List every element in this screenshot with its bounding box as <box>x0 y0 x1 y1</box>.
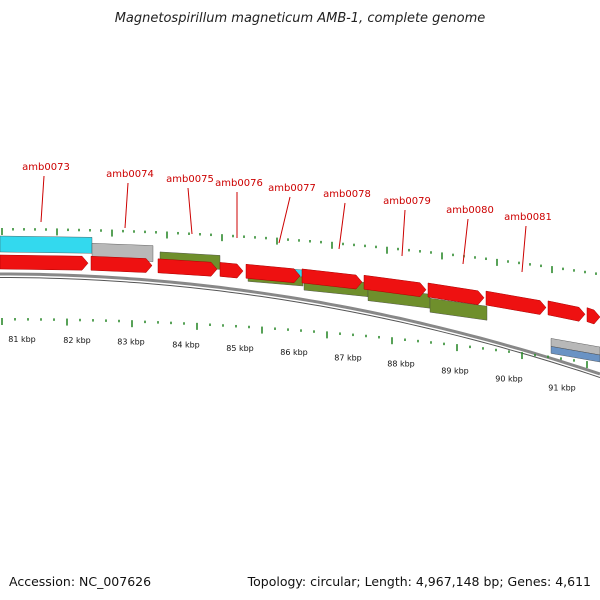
gene-labels: amb0073 amb0074 amb0075 amb0076 amb0077 amb00… <box>22 162 552 273</box>
olive-feature <box>429 298 488 321</box>
kbp-label: 86 kbp <box>280 348 308 357</box>
cds-arrow <box>0 254 89 271</box>
gene-leader-line <box>338 202 346 250</box>
gene-leader-line <box>401 209 406 257</box>
blue-feature <box>550 346 600 363</box>
gene-label: amb0081 <box>504 212 552 223</box>
cds-arrow <box>427 282 485 306</box>
kbp-label: 89 kbp <box>441 367 469 376</box>
gene-label: amb0078 <box>323 189 371 200</box>
cds-arrow <box>301 268 363 290</box>
kbp-label: 82 kbp <box>63 336 91 345</box>
kbp-label: 90 kbp <box>495 375 523 384</box>
cyan-feature <box>0 235 93 254</box>
kbp-label: 87 kbp <box>334 354 362 363</box>
cds-arrow <box>90 256 153 273</box>
backbone-line <box>0 272 600 376</box>
kbp-label: 81 kbp <box>8 335 36 344</box>
gene-leader-line <box>521 225 527 273</box>
gene-label: amb0080 <box>446 205 494 216</box>
cds-arrow <box>547 300 586 322</box>
accession-text: Accession: NC_007626 <box>9 574 151 589</box>
kbp-label: 84 kbp <box>172 340 200 349</box>
gene-leader-line <box>462 218 469 265</box>
gene-leader-line <box>40 175 45 223</box>
gene-leader-line <box>124 182 129 229</box>
gene-label: amb0074 <box>106 169 154 180</box>
cds-arrow <box>157 258 218 277</box>
grey-feature <box>550 338 600 356</box>
map-title: Magnetospirillum magneticum AMB-1, compl… <box>115 11 486 26</box>
gc-skew-ticks <box>1 228 597 369</box>
backbone-shadow <box>0 277 600 378</box>
gene-label: amb0079 <box>383 196 431 207</box>
cds-arrow <box>219 262 244 279</box>
cds-arrow <box>586 307 600 325</box>
cds-arrow <box>485 290 547 315</box>
kbp-label: 88 kbp <box>387 360 415 369</box>
gene-label: amb0077 <box>268 183 316 194</box>
gene-label: amb0075 <box>166 174 214 185</box>
gene-label: amb0073 <box>22 162 70 173</box>
kbp-label: 91 kbp <box>548 383 576 392</box>
kbp-label: 83 kbp <box>117 338 145 347</box>
cds-arrow <box>363 274 427 297</box>
topology-text: Topology: circular; Length: 4,967,148 bp… <box>247 574 591 589</box>
gene-label: amb0076 <box>215 178 263 189</box>
kbp-scale: 81 kbp 82 kbp 83 kbp 84 kbp 85 kbp 86 kbp 87 k… <box>8 335 576 392</box>
kbp-label: 85 kbp <box>226 344 254 353</box>
gene-leader-line <box>187 187 193 235</box>
cds-arrow <box>245 263 301 284</box>
gene-leader-line <box>278 196 291 244</box>
cds-track <box>0 254 600 325</box>
genome-backbone <box>0 272 600 378</box>
